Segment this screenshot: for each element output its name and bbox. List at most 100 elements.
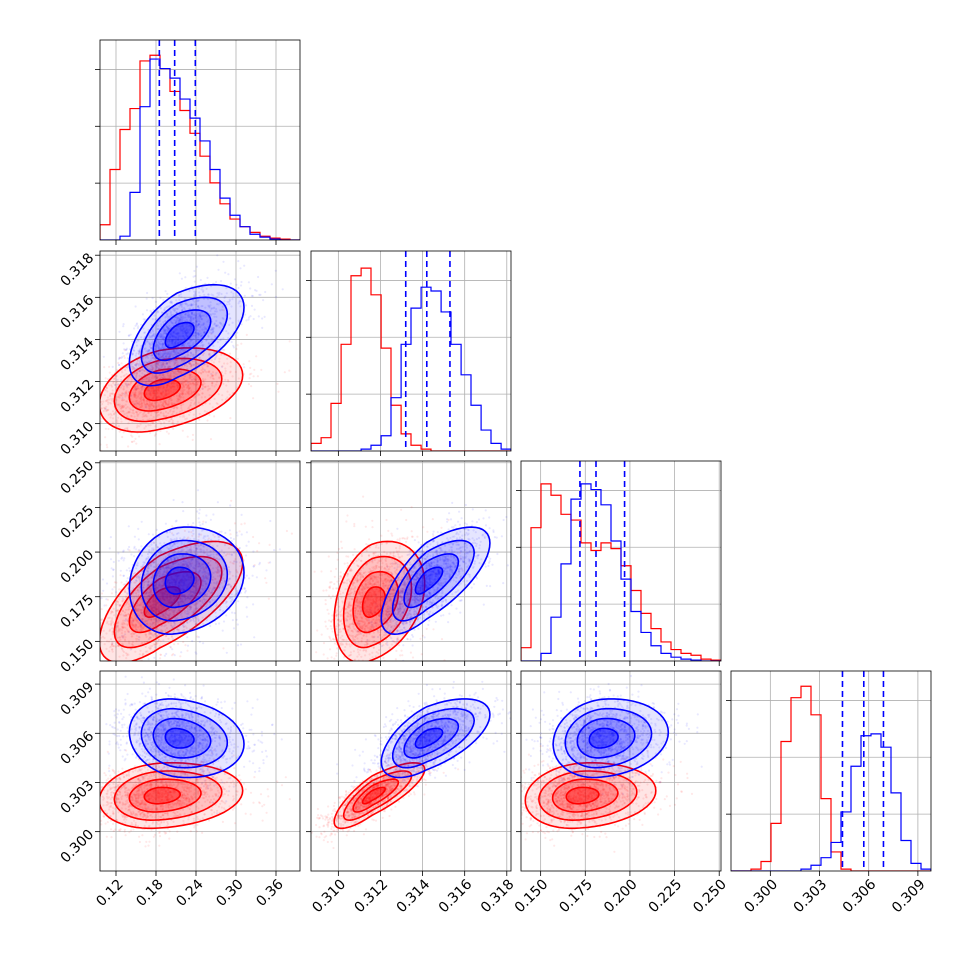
- scatter-point: [86, 664, 88, 666]
- scatter-point: [156, 343, 159, 346]
- scatter-point: [245, 319, 248, 322]
- scatter-point: [159, 391, 162, 394]
- scatter-point: [240, 533, 243, 536]
- scatter-point: [237, 377, 240, 380]
- scatter-point: [165, 340, 169, 343]
- scatter-point: [193, 397, 196, 400]
- scatter-point: [184, 331, 188, 334]
- scatter-point: [126, 352, 129, 355]
- scatter-point: [201, 353, 205, 357]
- scatter-point: [133, 402, 136, 405]
- scatter-point: [153, 392, 156, 395]
- scatter-point: [201, 318, 204, 321]
- scatter-point: [147, 533, 150, 536]
- scatter-point: [161, 337, 164, 340]
- scatter-point: [118, 330, 121, 333]
- scatter-point: [179, 395, 182, 399]
- scatter-point: [156, 387, 159, 390]
- scatter-point: [126, 427, 129, 430]
- scatter-point: [202, 352, 205, 355]
- scatter-point: [190, 389, 193, 392]
- scatter-point: [164, 390, 168, 393]
- scatter-point: [218, 360, 221, 363]
- scatter-point: [110, 397, 113, 400]
- scatter-point: [163, 421, 166, 424]
- scatter-point: [156, 405, 159, 408]
- scatter-point: [118, 430, 121, 433]
- scatter-point: [165, 361, 168, 365]
- scatter-point: [146, 291, 149, 295]
- scatter-point: [172, 391, 175, 394]
- scatter-point: [136, 359, 139, 362]
- scatter-point: [146, 371, 149, 374]
- scatter-point: [149, 343, 152, 346]
- scatter-point: [189, 401, 193, 404]
- scatter-point: [162, 374, 165, 377]
- scatter-point: [105, 386, 108, 389]
- scatter-point: [245, 544, 248, 547]
- scatter-point: [172, 349, 175, 353]
- scatter-point: [178, 394, 181, 398]
- scatter-point: [240, 523, 243, 526]
- scatter-point: [180, 277, 183, 280]
- scatter-point: [98, 611, 100, 613]
- scatter-point: [125, 412, 128, 415]
- scatter-point: [208, 331, 211, 334]
- scatter-point: [197, 324, 200, 327]
- scatter-point: [181, 384, 184, 387]
- scatter-point: [132, 412, 135, 415]
- scatter-point: [155, 389, 158, 392]
- scatter-point: [168, 350, 171, 353]
- scatter-point: [108, 394, 111, 397]
- scatter-point: [162, 399, 165, 402]
- scatter-point: [98, 370, 100, 372]
- scatter-point: [218, 291, 221, 294]
- scatter-point: [56, 656, 58, 658]
- scatter-point: [144, 404, 147, 407]
- scatter-point: [90, 665, 92, 667]
- scatter-point: [225, 303, 228, 306]
- scatter-point: [182, 389, 185, 392]
- scatter-point: [152, 367, 155, 370]
- scatter-point: [93, 420, 95, 422]
- scatter-point: [202, 379, 205, 382]
- scatter-point: [120, 581, 123, 584]
- scatter-point: [214, 310, 217, 313]
- scatter-point: [193, 370, 197, 373]
- scatter-point: [145, 406, 148, 409]
- scatter-point: [105, 399, 108, 402]
- scatter-point: [97, 415, 99, 417]
- scatter-point: [141, 469, 143, 471]
- scatter-point: [89, 441, 91, 443]
- scatter-point: [118, 393, 121, 396]
- scatter-point: [193, 377, 196, 380]
- scatter-point: [156, 390, 159, 393]
- scatter-point: [148, 378, 151, 381]
- scatter-point: [96, 652, 98, 654]
- scatter-point: [147, 389, 150, 392]
- scatter-point: [119, 394, 122, 397]
- scatter-point: [186, 392, 189, 395]
- scatter-point: [249, 366, 252, 369]
- scatter-point: [274, 295, 278, 299]
- scatter-point: [95, 404, 97, 406]
- scatter-point: [145, 393, 148, 396]
- scatter-point: [166, 362, 169, 365]
- scatter-point: [186, 435, 189, 438]
- scatter-point: [143, 378, 146, 381]
- scatter-point: [193, 314, 196, 317]
- scatter-point: [186, 343, 189, 346]
- scatter-point: [244, 554, 248, 557]
- scatter-point: [176, 361, 179, 364]
- scatter-point: [166, 403, 169, 406]
- scatter-point: [162, 391, 165, 394]
- scatter-point: [215, 354, 218, 357]
- scatter-point: [180, 403, 183, 406]
- scatter-point: [86, 399, 88, 401]
- scatter-point: [152, 405, 155, 408]
- scatter-point: [126, 426, 129, 429]
- scatter-point: [134, 362, 138, 366]
- scatter-point: [161, 342, 164, 345]
- scatter-point: [206, 374, 209, 377]
- scatter-point: [175, 359, 178, 362]
